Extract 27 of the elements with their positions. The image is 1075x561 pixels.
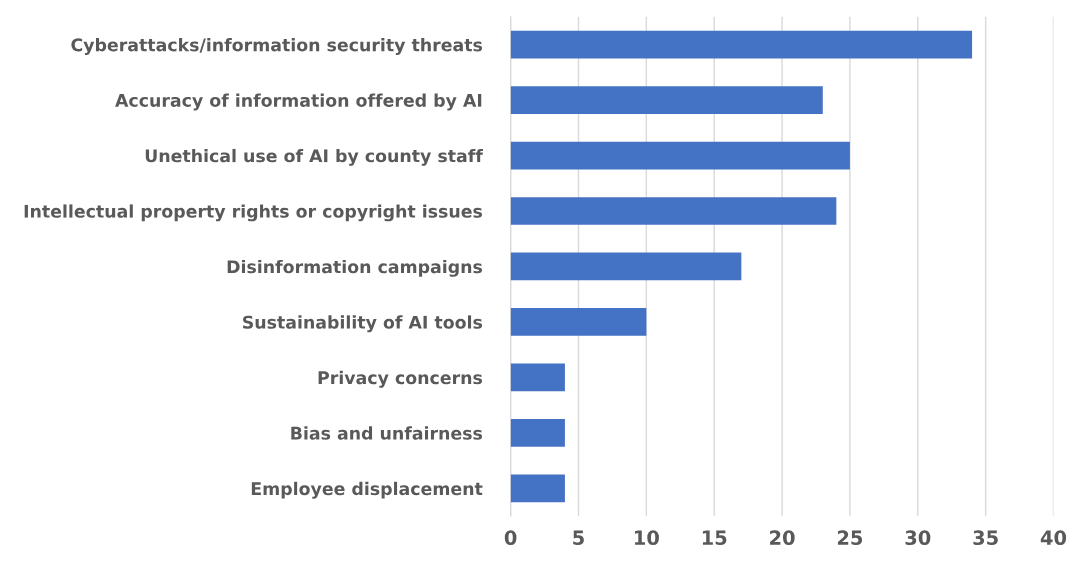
- x-tick-label: 5: [573, 530, 584, 546]
- y-tick-label: Sustainability of AI tools: [243, 315, 483, 333]
- bar: [510, 197, 837, 225]
- bar: [510, 308, 647, 336]
- bar: [510, 419, 565, 447]
- bar: [510, 363, 565, 392]
- y-tick-label: Employee displacement: [251, 481, 483, 499]
- bar: [510, 30, 973, 59]
- x-tick-label: 35: [973, 530, 998, 546]
- x-tick-label: 0: [504, 530, 517, 546]
- x-tick-label: 15: [702, 530, 727, 546]
- y-tick-label: Unethical use of AI by county staff: [145, 148, 484, 166]
- y-tick-label: Accuracy of information offered by AI: [115, 93, 482, 111]
- x-tick-label: 10: [635, 530, 659, 546]
- bar: [510, 474, 565, 503]
- y-tick-label: Disinformation campaigns: [227, 259, 483, 277]
- x-tick-label: 25: [837, 530, 863, 546]
- x-tick-label: 20: [770, 530, 795, 546]
- bar: [510, 252, 742, 281]
- bar: [510, 86, 823, 114]
- x-tick-label: 30: [905, 530, 931, 546]
- y-tick-label: Privacy concerns: [318, 370, 483, 388]
- x-tick-label: 40: [1040, 530, 1067, 546]
- bar: [510, 141, 850, 170]
- y-tick-label: Cyberattacks/information security threats: [71, 37, 483, 55]
- y-tick-label: Bias and unfairness: [291, 426, 483, 440]
- y-tick-label: Intellectual property rights or copyright issues: [24, 204, 483, 222]
